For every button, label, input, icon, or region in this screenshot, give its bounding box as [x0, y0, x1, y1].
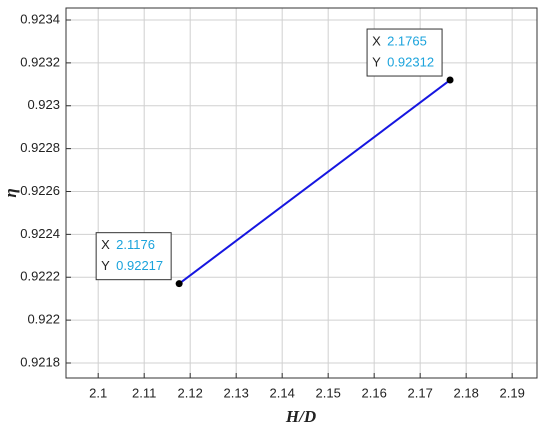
x-tick-label: 2.1 — [89, 385, 107, 400]
y-axis-title: η — [1, 188, 20, 197]
y-tick-label: 0.922 — [27, 312, 60, 327]
y-tick-label: 0.9222 — [20, 269, 60, 284]
datatip: X 2.1765 Y 0.92312 — [366, 28, 443, 77]
y-tick-label: 0.9228 — [20, 140, 60, 155]
data-point — [446, 76, 454, 84]
data-line — [178, 79, 451, 285]
datatip-value: 0.92217 — [116, 258, 163, 273]
datatip-key: Y — [372, 54, 381, 69]
plot-frame — [65, 7, 538, 379]
x-tick-label: 2.17 — [408, 385, 433, 400]
y-tick-label: 0.9224 — [20, 226, 60, 241]
datatip-value: 2.1765 — [387, 33, 427, 48]
x-tick-label: 2.13 — [224, 385, 249, 400]
datatip-key: Y — [101, 258, 110, 273]
datatip-value: 0.92312 — [387, 54, 434, 69]
datatip-key: X — [372, 33, 381, 48]
datatip: X 2.1176 Y 0.92217 — [95, 232, 172, 281]
x-tick-label: 2.12 — [178, 385, 203, 400]
x-tick-label: 2.18 — [454, 385, 479, 400]
x-tick-label: 2.15 — [316, 385, 341, 400]
datatip-value: 2.1176 — [116, 237, 155, 252]
x-axis-title: H/D — [285, 407, 316, 426]
data-point — [175, 280, 183, 288]
y-tick-label: 0.9232 — [20, 54, 60, 69]
x-tick-label: 2.16 — [362, 385, 387, 400]
y-tick-label: 0.9234 — [20, 11, 60, 26]
datatip-key: X — [101, 237, 110, 252]
datatip-box — [95, 232, 172, 281]
y-tick-label: 0.923 — [27, 97, 60, 112]
x-tick-label: 2.19 — [500, 385, 525, 400]
datatip-box — [366, 28, 443, 77]
y-tick-label: 0.9218 — [20, 354, 60, 369]
x-tick-label: 2.11 — [132, 385, 156, 400]
y-tick-label: 0.9226 — [20, 183, 60, 198]
x-tick-label: 2.14 — [270, 385, 295, 400]
